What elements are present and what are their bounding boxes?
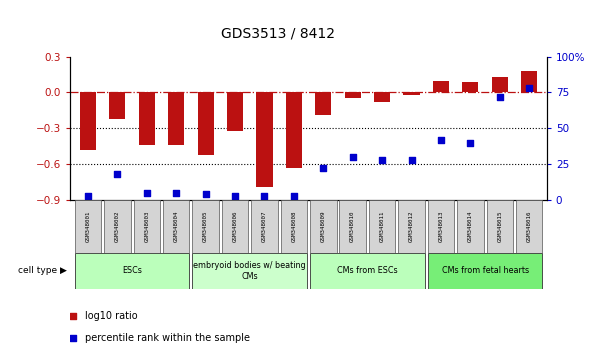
Bar — [521, 71, 537, 92]
Text: GSM348004: GSM348004 — [174, 211, 178, 242]
Point — [377, 157, 387, 163]
Bar — [433, 80, 449, 92]
Bar — [280, 200, 307, 253]
Bar — [75, 200, 101, 253]
Text: cell type ▶: cell type ▶ — [18, 266, 67, 275]
Bar — [75, 253, 189, 289]
Text: GDS3513 / 8412: GDS3513 / 8412 — [221, 27, 335, 41]
Text: GSM348008: GSM348008 — [291, 211, 296, 242]
Text: GSM348002: GSM348002 — [115, 211, 120, 242]
Text: GSM348005: GSM348005 — [203, 211, 208, 242]
Bar — [492, 77, 508, 92]
Bar — [428, 200, 454, 253]
Bar — [340, 200, 366, 253]
Point — [436, 137, 446, 143]
Bar — [104, 200, 131, 253]
Point — [112, 171, 122, 177]
Bar — [109, 92, 125, 119]
Bar — [134, 200, 160, 253]
Text: CMs from fetal hearts: CMs from fetal hearts — [442, 266, 529, 275]
Bar — [163, 200, 189, 253]
Point — [495, 94, 505, 99]
Bar — [139, 92, 155, 145]
Bar — [310, 200, 337, 253]
Bar — [369, 200, 395, 253]
Point — [407, 157, 417, 163]
Text: CMs from ESCs: CMs from ESCs — [337, 266, 398, 275]
Text: GSM348016: GSM348016 — [527, 211, 532, 242]
Text: GSM348014: GSM348014 — [468, 211, 473, 242]
Point — [289, 193, 299, 199]
Text: GSM348013: GSM348013 — [439, 211, 444, 242]
Text: GSM348003: GSM348003 — [144, 211, 149, 242]
Bar — [192, 200, 219, 253]
Bar — [80, 92, 96, 150]
Bar — [457, 200, 483, 253]
Point — [466, 140, 475, 145]
Text: GSM348011: GSM348011 — [379, 211, 384, 242]
Bar — [374, 92, 390, 102]
Bar — [516, 200, 543, 253]
Point — [68, 314, 78, 319]
Bar — [315, 92, 331, 115]
Point — [83, 193, 93, 199]
Bar — [168, 92, 185, 145]
Bar — [197, 92, 214, 155]
Bar — [398, 200, 425, 253]
Bar — [428, 253, 543, 289]
Text: ESCs: ESCs — [122, 266, 142, 275]
Bar — [403, 92, 420, 95]
Text: percentile rank within the sample: percentile rank within the sample — [85, 332, 250, 343]
Bar — [192, 253, 307, 289]
Bar — [286, 92, 302, 168]
Text: GSM348009: GSM348009 — [321, 211, 326, 242]
Bar — [345, 92, 360, 98]
Text: GSM348012: GSM348012 — [409, 211, 414, 242]
Bar — [463, 82, 478, 92]
Text: embryoid bodies w/ beating
CMs: embryoid bodies w/ beating CMs — [194, 261, 306, 280]
Bar — [310, 253, 425, 289]
Point — [200, 192, 210, 197]
Point — [142, 190, 152, 196]
Bar — [257, 92, 273, 187]
Point — [260, 193, 269, 199]
Bar — [227, 92, 243, 131]
Point — [171, 190, 181, 196]
Point — [230, 193, 240, 199]
Bar — [222, 200, 248, 253]
Text: GSM348015: GSM348015 — [497, 211, 502, 242]
Text: GSM348010: GSM348010 — [350, 211, 355, 242]
Text: GSM348006: GSM348006 — [233, 211, 238, 242]
Text: GSM348007: GSM348007 — [262, 211, 267, 242]
Point — [68, 335, 78, 341]
Text: log10 ratio: log10 ratio — [85, 311, 137, 321]
Bar — [486, 200, 513, 253]
Text: GSM348001: GSM348001 — [86, 211, 90, 242]
Point — [524, 85, 534, 91]
Point — [348, 154, 357, 160]
Bar — [251, 200, 277, 253]
Point — [318, 166, 328, 171]
